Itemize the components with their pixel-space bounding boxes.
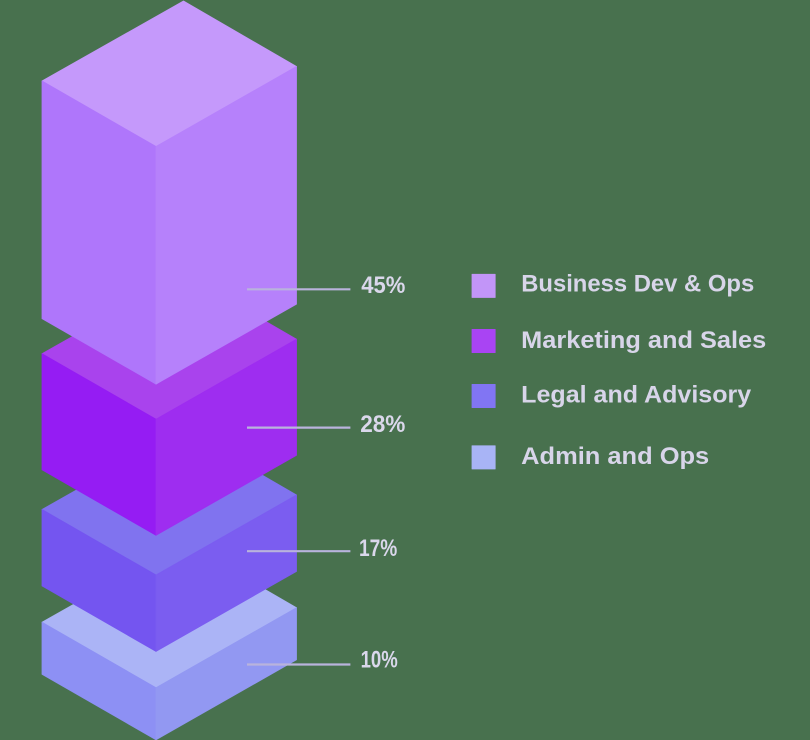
- svg-text:17%: 17%: [359, 535, 397, 562]
- svg-text:Legal and Advisory: Legal and Advisory: [521, 381, 752, 408]
- svg-text:45%: 45%: [361, 272, 405, 299]
- svg-text:28%: 28%: [360, 411, 405, 438]
- svg-text:Marketing and Sales: Marketing and Sales: [521, 327, 766, 354]
- svg-text:10%: 10%: [361, 646, 398, 673]
- svg-text:Business Dev & Ops: Business Dev & Ops: [521, 271, 754, 298]
- svg-text:Admin and Ops: Admin and Ops: [521, 443, 709, 470]
